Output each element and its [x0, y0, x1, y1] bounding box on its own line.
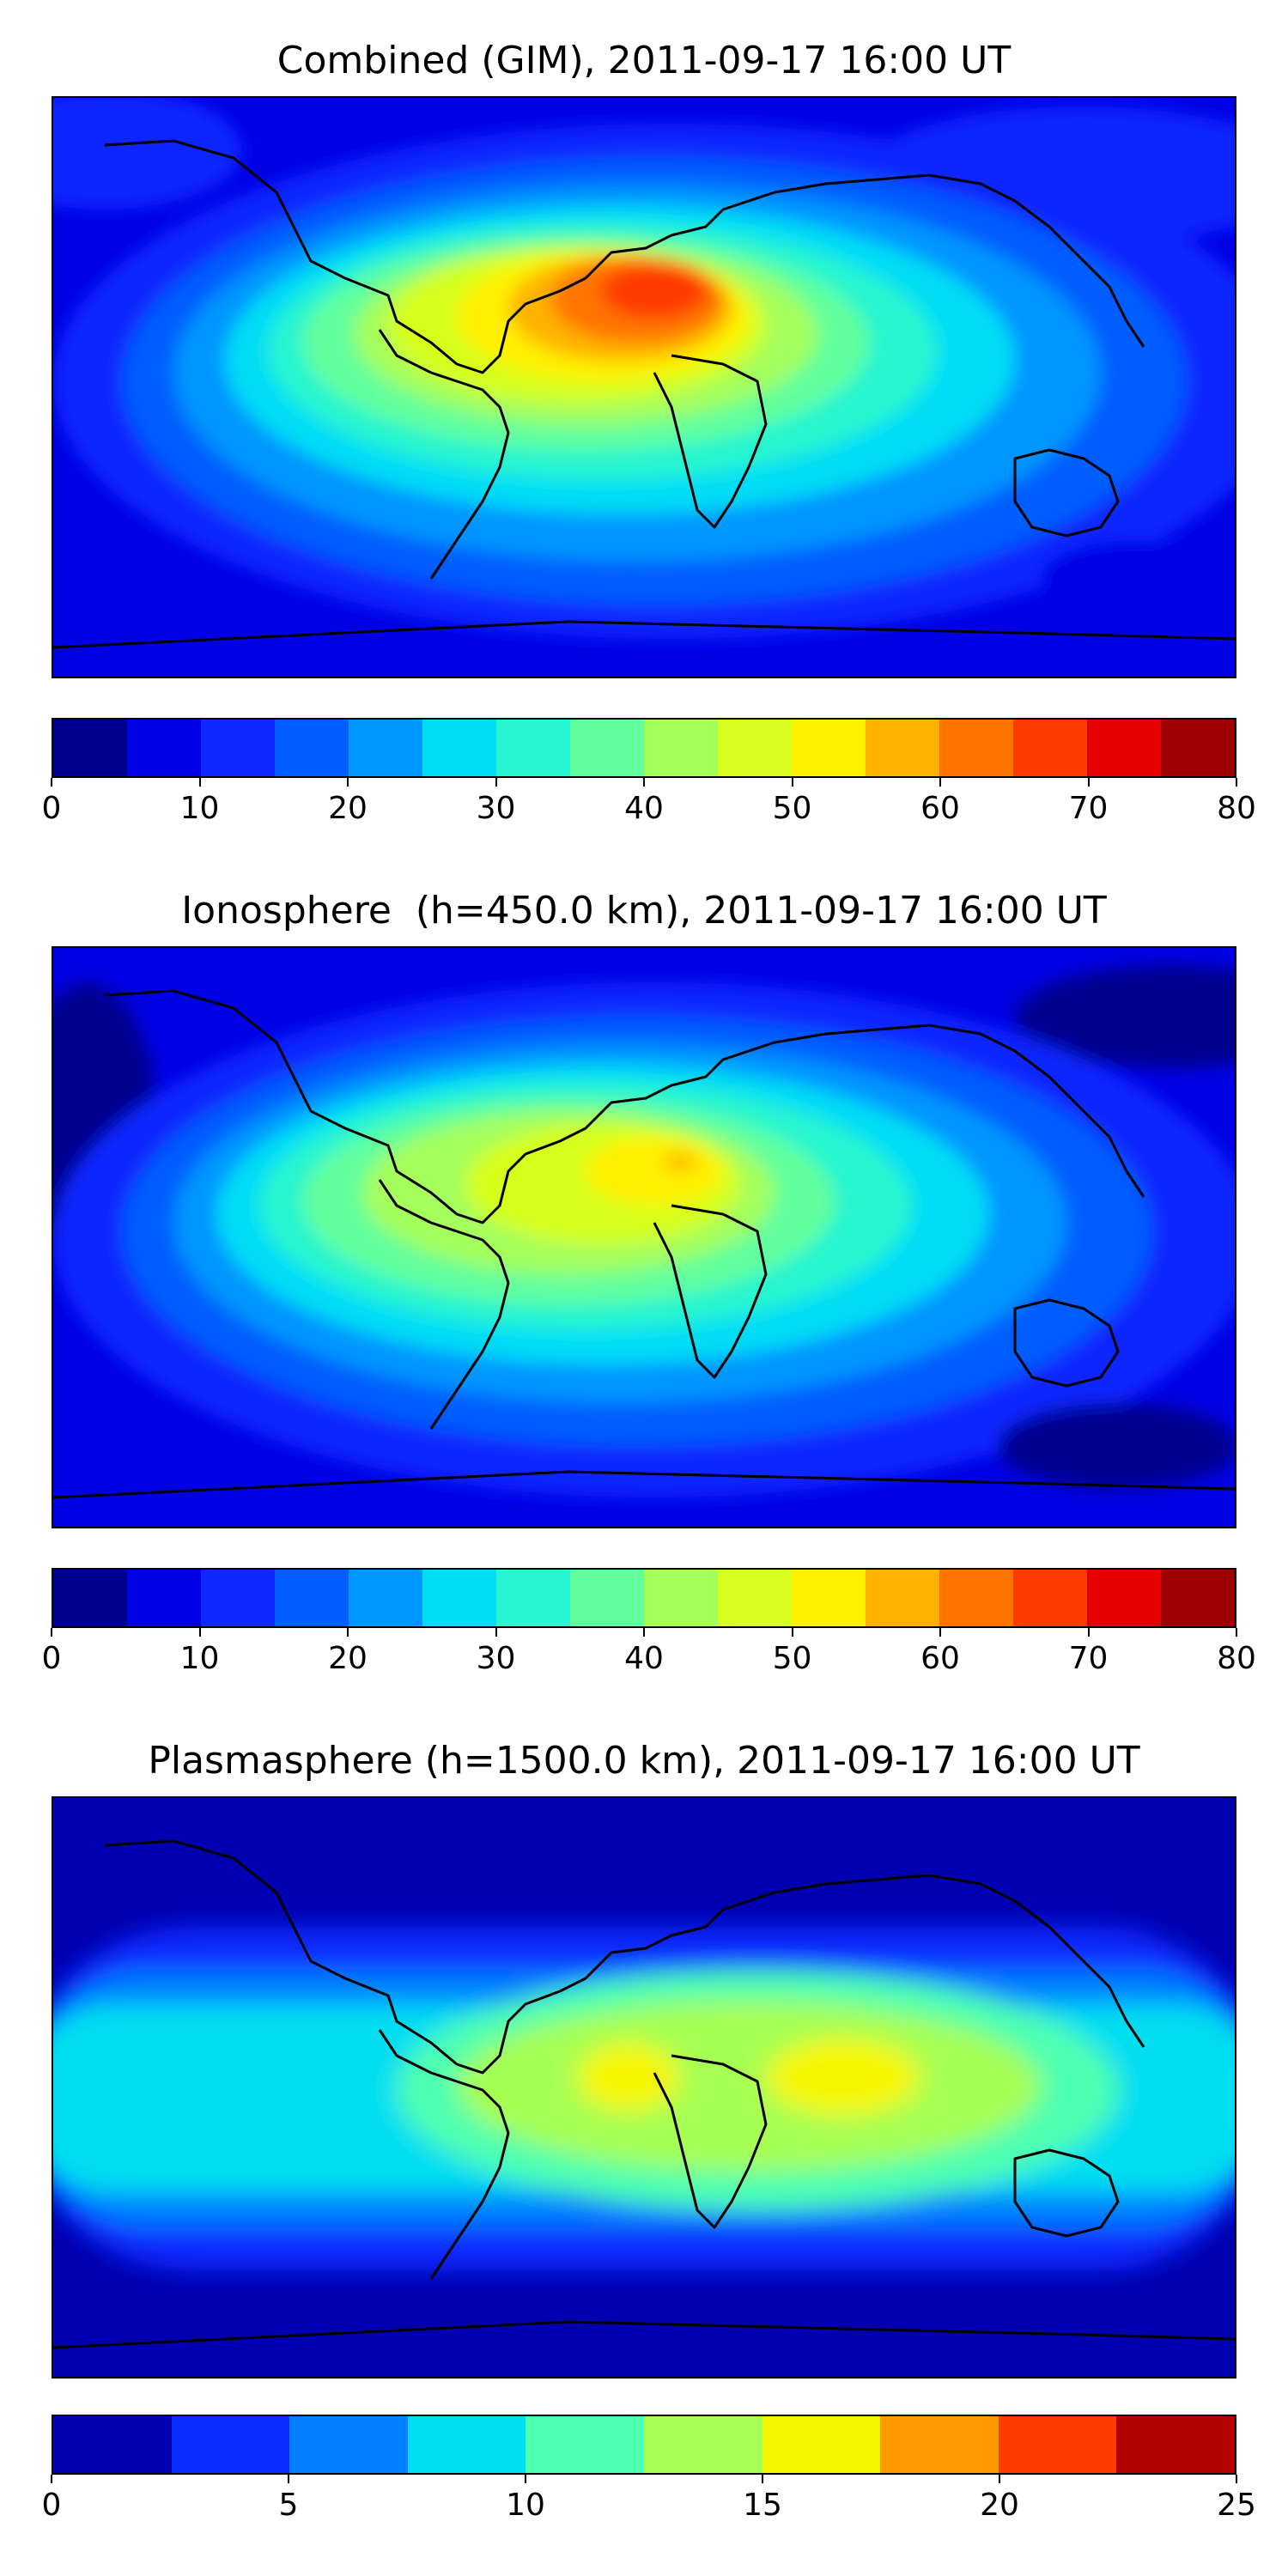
panel-2-colorbar	[52, 1568, 1236, 1628]
colorbar-segment	[53, 720, 127, 776]
coastlines	[53, 989, 1235, 1499]
colorbar-tick-label: 0	[41, 1641, 62, 1676]
colorbar-segment	[866, 1570, 939, 1626]
colorbar-tick-label: 0	[41, 2488, 62, 2523]
colorbar-segment	[53, 1570, 127, 1626]
colorbar-tick-label: 10	[179, 791, 220, 826]
colorbar-tick-label: 50	[772, 1641, 812, 1676]
tec-contours	[53, 98, 1235, 639]
colorbar-segment	[1161, 1570, 1235, 1626]
colorbar-tick-label: 30	[476, 1641, 516, 1676]
colorbar-segment	[718, 720, 792, 776]
colorbar-segment	[349, 1570, 422, 1626]
colorbar-tick-label: 60	[920, 1641, 960, 1676]
colorbar-segment	[275, 720, 349, 776]
panel-2-title: Ionosphere (h=450.0 km), 2011-09-17 16:0…	[181, 889, 1107, 933]
colorbar-segment	[496, 1570, 570, 1626]
colorbar-segment	[880, 2416, 999, 2473]
colorbar-segment	[939, 1570, 1013, 1626]
colorbar-segment	[201, 720, 275, 776]
colorbar-tick-label: 5	[278, 2488, 299, 2523]
colorbar-segment	[171, 2416, 290, 2473]
colorbar-tick-label: 20	[328, 1641, 368, 1676]
colorbar-segment	[1013, 720, 1087, 776]
panel-1-colorbar	[52, 718, 1236, 778]
colorbar-segment	[762, 2416, 881, 2473]
colorbar-tick-label: 80	[1217, 791, 1256, 826]
colorbar-segment	[496, 720, 570, 776]
panel-1-title: Combined (GIM), 2011-09-17 16:00 UT	[276, 39, 1012, 82]
colorbar-segment	[570, 720, 644, 776]
colorbar-segment	[998, 2416, 1117, 2473]
colorbar-tick-label: 20	[980, 2488, 1019, 2523]
colorbar-tick-label: 70	[1068, 791, 1109, 826]
colorbar-tick-label: 70	[1068, 1641, 1109, 1676]
panel-3-title: Plasmasphere (h=1500.0 km), 2011-09-17 1…	[148, 1739, 1140, 1783]
colorbar-segment	[792, 1570, 866, 1626]
panel-3-map	[52, 1796, 1236, 2379]
colorbar-tick-label: 15	[743, 2488, 782, 2523]
panel-2-map	[52, 946, 1236, 1528]
colorbar-segment	[53, 2416, 172, 2473]
colorbar-segment	[201, 1570, 275, 1626]
colorbar-segment	[526, 2416, 644, 2473]
colorbar-segment	[1116, 2416, 1235, 2473]
colorbar-segment	[1087, 720, 1161, 776]
panel-1-colorbar-ticks: 0 10 20 30 40 50 60 70 80	[42, 778, 1256, 829]
colorbar-tick-label: 10	[506, 2488, 545, 2523]
colorbar-tick-label: 20	[328, 791, 368, 826]
colorbar-segment	[1161, 720, 1235, 776]
colorbar-segment	[643, 2416, 762, 2473]
colorbar-segment	[422, 1570, 496, 1626]
colorbar-segment	[275, 1570, 349, 1626]
colorbar-segment	[644, 720, 718, 776]
colorbar-segment	[407, 2416, 526, 2473]
colorbar-segment	[289, 2416, 408, 2473]
colorbar-segment	[1087, 1570, 1161, 1626]
colorbar-tick-label: 0	[41, 791, 62, 826]
colorbar-tick-label: 60	[920, 791, 960, 826]
colorbar-tick-label: 30	[476, 791, 516, 826]
coastlines	[53, 1839, 1235, 2349]
coastlines	[53, 139, 1235, 649]
panel-3-colorbar-ticks: 0 5 10 15 20 25	[42, 2475, 1256, 2526]
colorbar-tick-label: 40	[624, 1641, 664, 1676]
panel-3-colorbar	[52, 2415, 1236, 2475]
tec-contours	[53, 1927, 1235, 2270]
panel-1-map	[52, 96, 1236, 678]
colorbar-segment	[866, 720, 939, 776]
colorbar-segment	[792, 720, 866, 776]
colorbar-segment	[644, 1570, 718, 1626]
colorbar-segment	[1013, 1570, 1087, 1626]
colorbar-segment	[127, 1570, 201, 1626]
colorbar-tick-label: 80	[1217, 1641, 1256, 1676]
colorbar-segment	[570, 1570, 644, 1626]
colorbar-tick-label: 50	[772, 791, 812, 826]
colorbar-segment	[349, 720, 422, 776]
colorbar-tick-label: 40	[624, 791, 664, 826]
colorbar-tick-label: 25	[1217, 2488, 1256, 2523]
colorbar-segment	[718, 1570, 792, 1626]
colorbar-segment	[422, 720, 496, 776]
colorbar-segment	[127, 720, 201, 776]
panel-2-colorbar-ticks: 0 10 20 30 40 50 60 70 80	[42, 1628, 1256, 1680]
colorbar-tick-label: 10	[179, 1641, 220, 1676]
colorbar-segment	[939, 720, 1013, 776]
